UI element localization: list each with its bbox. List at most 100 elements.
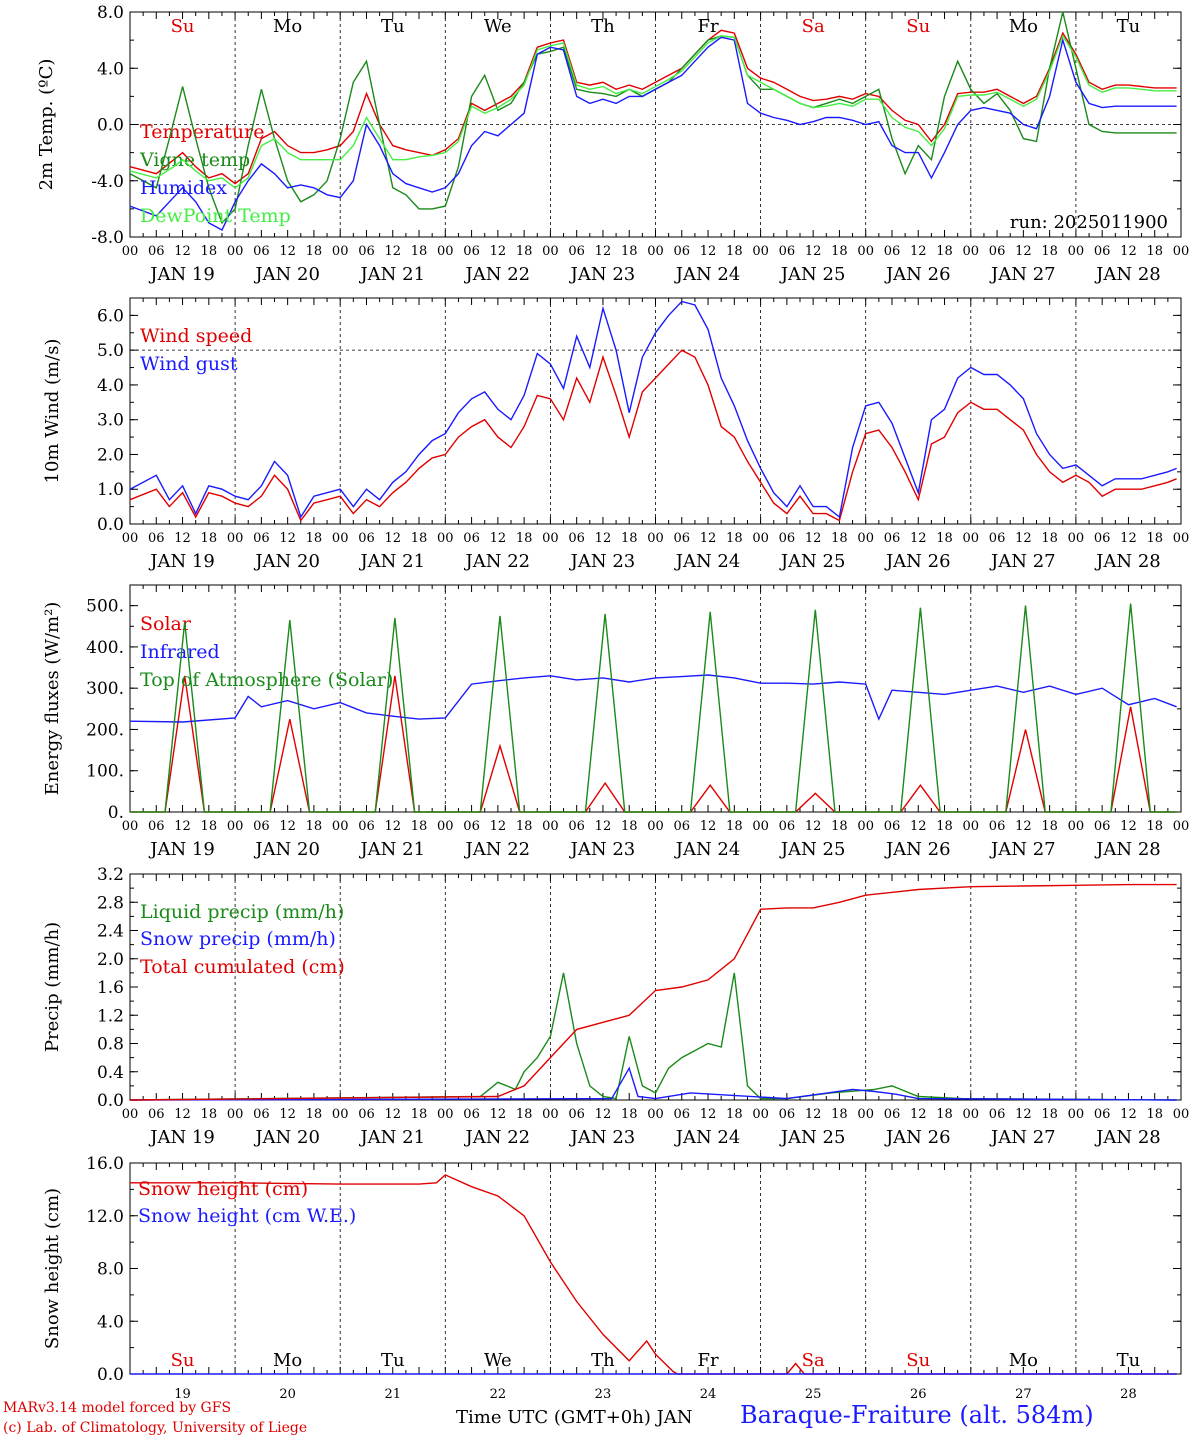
x-hour-label: 12: [700, 531, 717, 546]
x-hour-label: 06: [148, 244, 165, 259]
x-hour-label: 00: [647, 244, 664, 259]
x-hour-label: 12: [1120, 1107, 1137, 1122]
series-line: [129, 674, 1177, 723]
station-title: Baraque-Fraiture (alt. 584m): [740, 1401, 1094, 1429]
series-line: [130, 675, 1177, 813]
x-hour-label: 00: [963, 244, 980, 259]
x-date-label: JAN 22: [464, 551, 531, 572]
x-hour-label: 18: [936, 531, 953, 546]
legend-entry: Snow height (cm): [138, 1178, 308, 1200]
x-hour-label: 00: [1068, 819, 1085, 834]
x-hour-label: 06: [989, 244, 1006, 259]
legend-entry: Infrared: [140, 641, 220, 663]
x-hour-label: 12: [910, 1107, 927, 1122]
x-date-label: JAN 25: [779, 551, 846, 572]
x-hour-label: 12: [805, 531, 822, 546]
x-hour-label: 12: [1015, 531, 1032, 546]
x-hour-label: 18: [411, 1107, 428, 1122]
legend-entry: Humidex: [140, 177, 227, 199]
x-hour-label: 18: [621, 819, 638, 834]
x-hour-label: 06: [253, 819, 270, 834]
y-tick-label: 2.8: [97, 893, 124, 913]
legend-entry: Total cumulated (cm): [140, 956, 345, 978]
weekday-label: Tu: [1117, 1350, 1141, 1371]
x-hour-label: 12: [174, 531, 191, 546]
x-hour-label: 18: [201, 531, 218, 546]
legend-entry: Temperature: [140, 121, 264, 143]
x-hour-label: 00: [227, 531, 244, 546]
x-hour-label: 00: [1173, 531, 1190, 546]
meteogram-chart: -8.0 -4.0 0.0 4.0 8.0 2m Temp. (ºC) 00 06 12 18 JA…: [36, 3, 1190, 1400]
series-line: [129, 29, 1177, 185]
x-hour-label: 00: [332, 819, 349, 834]
x-date-label: JAN 19: [148, 839, 215, 860]
y-tick-label: 2.0: [97, 950, 124, 970]
x-hour-label: 18: [831, 244, 848, 259]
x-hour-label: 06: [674, 1107, 691, 1122]
x-hour-label: 06: [463, 1107, 480, 1122]
x-hour-label: 00: [227, 244, 244, 259]
x-hour-label: 00: [122, 819, 139, 834]
x-hour-label: 06: [358, 244, 375, 259]
series-line: [130, 603, 1177, 813]
x-hour-label: 12: [700, 819, 717, 834]
x-date-label: JAN 23: [569, 1127, 636, 1148]
x-date-label: JAN 20: [253, 1127, 320, 1148]
y-tick-label: 12.0: [86, 1207, 124, 1227]
y-tick-label: 4.0: [97, 1312, 124, 1332]
weekday-label: Th: [591, 16, 615, 37]
x-hour-label: 18: [516, 531, 533, 546]
x-hour-label: 00: [647, 819, 664, 834]
x-hour-label: 18: [306, 244, 323, 259]
weekday-label: We: [484, 1350, 512, 1371]
x-hour-label: 12: [595, 531, 612, 546]
legend-entry: Vigne temp: [139, 149, 250, 171]
legend-entry: Wind speed: [140, 325, 252, 347]
x-hour-label: 12: [1015, 819, 1032, 834]
y-tick-label: 200.: [86, 720, 124, 740]
x-hour-label: 18: [936, 819, 953, 834]
x-hour-label: 18: [516, 819, 533, 834]
y-tick-label: 0.8: [97, 1035, 124, 1055]
x-hour-label: 00: [332, 244, 349, 259]
x-date-label: JAN 28: [1094, 839, 1161, 860]
x-hour-label: 06: [358, 819, 375, 834]
x-hour-label: 12: [700, 1107, 717, 1122]
x-hour-label: 06: [568, 531, 585, 546]
x-hour-label: 12: [910, 531, 927, 546]
x-hour-label: 18: [831, 1107, 848, 1122]
x-hour-label: 06: [779, 1107, 796, 1122]
x-hour-label: 06: [148, 1107, 165, 1122]
x-hour-label: 06: [989, 531, 1006, 546]
x-hour-label: 06: [779, 531, 796, 546]
x-hour-label: 18: [1146, 1107, 1163, 1122]
x-hour-label: 00: [437, 531, 454, 546]
time-axis-label: Time UTC (GMT+0h) JAN: [456, 1407, 693, 1428]
x-hour-label: 12: [1120, 819, 1137, 834]
x-hour-label: 18: [306, 1107, 323, 1122]
y-tick-label: 6.0: [97, 306, 124, 326]
x-hour-label: 18: [411, 244, 428, 259]
x-date-label: JAN 28: [1094, 264, 1161, 285]
x-hour-label: 12: [384, 1107, 401, 1122]
x-hour-label: 00: [332, 531, 349, 546]
legend-entry: Snow precip (mm/h): [140, 928, 336, 950]
x-hour-label: 12: [490, 819, 507, 834]
day-number-label: 28: [1120, 1387, 1137, 1400]
series-line: [129, 34, 1177, 189]
x-hour-label: 06: [463, 531, 480, 546]
x-hour-label: 12: [595, 244, 612, 259]
y-tick-label: 0.: [108, 803, 124, 823]
weekday-label: Su: [906, 1350, 930, 1371]
x-hour-label: 00: [122, 531, 139, 546]
series-line: [129, 883, 1177, 1101]
x-hour-label: 00: [857, 1107, 874, 1122]
x-date-label: JAN 23: [569, 264, 636, 285]
run-label: run: 2025011900: [1010, 212, 1168, 233]
x-date-label: JAN 21: [358, 264, 425, 285]
x-hour-label: 00: [857, 531, 874, 546]
x-hour-label: 12: [490, 531, 507, 546]
x-hour-label: 12: [805, 1107, 822, 1122]
x-hour-label: 06: [358, 531, 375, 546]
y-tick-label: 0.4: [97, 1063, 124, 1083]
